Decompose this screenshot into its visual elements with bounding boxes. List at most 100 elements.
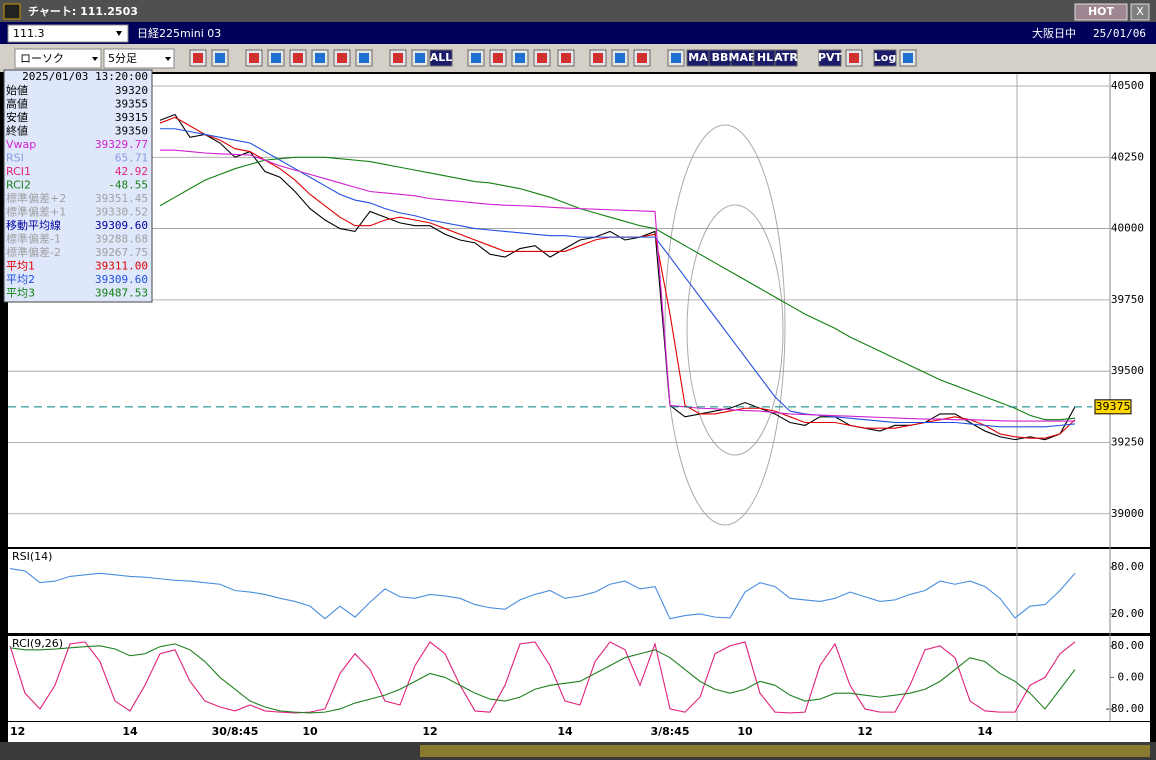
chart-type-select[interactable] xyxy=(14,48,102,69)
info-label: 始値 xyxy=(6,83,28,97)
tool-button-label[interactable]: Log xyxy=(874,51,896,64)
dropdown-arrow xyxy=(165,57,171,61)
info-value: 39288.68 xyxy=(95,233,148,246)
scroll-thumb[interactable] xyxy=(420,745,1150,757)
icon-glyph xyxy=(271,53,281,63)
icon-glyph xyxy=(337,53,347,63)
band-envelope xyxy=(686,204,784,456)
close-label[interactable]: X xyxy=(1136,5,1144,18)
info-label: RCI1 xyxy=(6,165,31,178)
x-tick-label: 3/8:45 xyxy=(650,725,689,738)
y-tick-label: 20.00 xyxy=(1111,607,1144,620)
info-value: 39315 xyxy=(115,111,148,124)
series-line xyxy=(160,128,1076,428)
y-tick-label: 0.00 xyxy=(1118,670,1145,683)
info-value: 39487.53 xyxy=(95,287,148,300)
close-button[interactable] xyxy=(1130,3,1150,21)
dropdown-arrow xyxy=(116,31,122,36)
tool-button-label[interactable]: MA xyxy=(688,51,708,64)
series-line xyxy=(9,568,1076,620)
window-title: チャート: 111.2503 xyxy=(28,5,138,18)
app-icon xyxy=(3,3,21,20)
icon-glyph xyxy=(249,53,259,63)
info-datetime: 2025/01/03 13:20:00 xyxy=(22,70,148,83)
hot-button[interactable] xyxy=(1074,3,1128,21)
info-label: 平均3 xyxy=(6,287,35,300)
icon-glyph xyxy=(359,53,369,63)
icon-glyph xyxy=(561,53,571,63)
code-text[interactable]: 111.3 xyxy=(13,27,45,40)
icon-glyph xyxy=(193,53,203,63)
y-tick-label: 39000 xyxy=(1111,507,1144,520)
x-tick-label: 14 xyxy=(977,725,993,738)
series-line xyxy=(9,643,1076,714)
price-tag xyxy=(1094,399,1132,415)
icon-glyph xyxy=(315,53,325,63)
tool-button[interactable] xyxy=(730,49,754,67)
interval[interactable]: 5分足 xyxy=(108,52,137,65)
y-tick-label: 39250 xyxy=(1111,435,1144,448)
toolbar-buttons: ALL MA BB MAE HL ATR PVT Log xyxy=(189,49,917,67)
x-tick-label: 12 xyxy=(10,725,25,738)
info-value: 39267.75 xyxy=(95,246,148,259)
info-label: 標準偏差-2 xyxy=(6,245,61,259)
symbol-name: 日経225mini 03 xyxy=(137,27,221,40)
info-value: 39329.77 xyxy=(95,138,148,151)
info-label: Vwap xyxy=(6,138,36,151)
y-tick-label: 39750 xyxy=(1111,293,1144,306)
icon-glyph xyxy=(615,53,625,63)
y-tick-label: 40000 xyxy=(1111,222,1144,235)
icon-glyph xyxy=(671,53,681,63)
tool-button[interactable] xyxy=(429,49,453,67)
y-tick-label: 80.00 xyxy=(1111,560,1144,573)
tool-button[interactable] xyxy=(873,49,897,67)
tool-button-label[interactable]: PVT xyxy=(818,51,843,64)
series-line xyxy=(160,149,1075,422)
rsi-panel xyxy=(8,549,1150,633)
info-label: 標準偏差-1 xyxy=(6,232,61,246)
time-axis xyxy=(8,722,1150,742)
chart-type[interactable]: ローソク xyxy=(20,52,64,65)
icon-glyph xyxy=(593,53,603,63)
tool-button[interactable] xyxy=(774,49,798,67)
tool-button-label[interactable]: ATR xyxy=(774,51,798,64)
x-tick-label: 14 xyxy=(557,725,573,738)
price-panel xyxy=(8,74,1150,547)
panel-title: RCI(9,26) xyxy=(12,637,63,650)
tool-button-label[interactable]: MAE xyxy=(729,51,756,64)
icon-glyph xyxy=(415,53,425,63)
info-value: 42.92 xyxy=(115,165,148,178)
y-tick-label: 80.00 xyxy=(1111,639,1144,652)
tool-button-label[interactable]: BB xyxy=(712,51,729,64)
hot-label[interactable]: HOT xyxy=(1088,5,1115,18)
tool-button-label[interactable]: ALL xyxy=(430,51,453,64)
info-label: RCI2 xyxy=(6,179,31,192)
code-input[interactable] xyxy=(7,24,129,43)
x-tick-label: 30/8:45 xyxy=(212,725,259,738)
price-tag-label: 39375 xyxy=(1096,400,1131,413)
info-label: 安値 xyxy=(6,110,28,124)
tool-button-label[interactable]: HL xyxy=(757,51,773,64)
interval-select[interactable] xyxy=(103,48,175,69)
icon-glyph xyxy=(849,53,859,63)
info-label: RSI xyxy=(6,152,24,165)
info-value: 39309.60 xyxy=(95,219,148,232)
tool-button[interactable] xyxy=(818,49,842,67)
info-label: 標準偏差+2 xyxy=(6,191,66,205)
info-value: 39351.45 xyxy=(95,192,148,205)
icon-glyph xyxy=(293,53,303,63)
title-bar xyxy=(0,0,1156,22)
info-value: 39309.60 xyxy=(95,273,148,286)
info-label: 平均2 xyxy=(6,273,35,286)
icon-glyph xyxy=(637,53,647,63)
info-value: 39355 xyxy=(115,98,148,111)
dropdown-arrow xyxy=(92,57,98,61)
x-tick-label: 12 xyxy=(422,725,437,738)
icon-glyph xyxy=(493,53,503,63)
symbol-bar xyxy=(0,22,1156,44)
x-tick-label: 10 xyxy=(737,725,753,738)
info-label: 標準偏差+1 xyxy=(6,205,66,219)
icon-glyph xyxy=(903,53,913,63)
